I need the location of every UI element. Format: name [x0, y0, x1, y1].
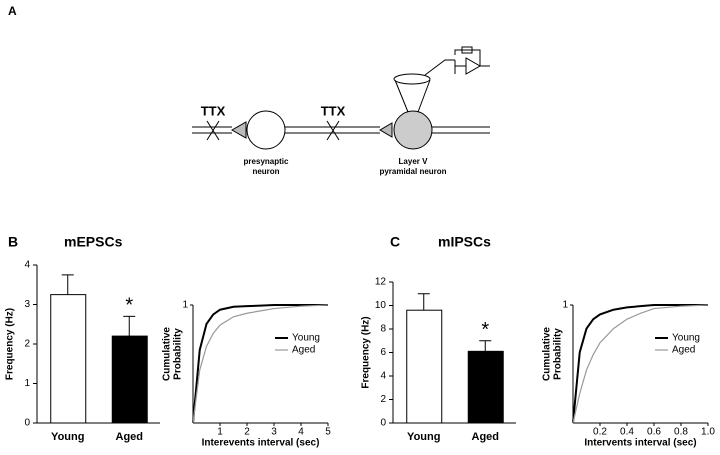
y-axis-label: Cumulative: [542, 327, 553, 381]
y-tick-label: 2: [380, 394, 386, 405]
legend-label: Young: [292, 333, 320, 344]
chart-title: mEPSCs: [64, 234, 123, 250]
legend-label: Aged: [672, 345, 695, 356]
y-tick-label: 6: [380, 347, 386, 358]
y-tick-label: 4: [24, 260, 30, 271]
y-axis-label: Cumulative: [162, 327, 173, 381]
x-tick-label: 1: [217, 427, 223, 438]
neuron-label: pyramidal neuron: [379, 167, 446, 176]
neuron-label: presynaptic: [244, 157, 289, 166]
chart-title: mIPSCs: [438, 234, 491, 250]
y-tick-label: 12: [375, 277, 387, 288]
y-tick-label: 4: [380, 371, 386, 382]
y-tick-label: 1: [182, 300, 188, 311]
curve: [572, 304, 709, 424]
legend-label: Young: [672, 333, 700, 344]
x-tick-label: Young: [51, 431, 84, 443]
x-tick-label: 1.0: [701, 427, 715, 438]
x-tick-label: 4: [298, 427, 304, 438]
x-axis-label: Intervents interval (sec): [584, 438, 696, 449]
bar: [50, 294, 87, 424]
curve: [192, 304, 329, 424]
x-tick-label: 0.4: [620, 427, 634, 438]
x-tick-label: Young: [407, 431, 440, 443]
x-tick-label: 0.6: [647, 427, 661, 438]
legend-label: Aged: [292, 345, 315, 356]
panel-label: B: [8, 234, 18, 250]
y-tick-label: 0: [24, 418, 30, 429]
panel-label: C: [390, 234, 400, 250]
y-tick-label: 1: [24, 378, 30, 389]
y-tick-label: 0: [380, 418, 386, 429]
x-tick-label: 5: [325, 427, 331, 438]
y-axis-label: Frequency (Hz): [5, 308, 16, 380]
x-tick-label: 0.8: [674, 427, 688, 438]
x-tick-label: 3: [271, 427, 277, 438]
y-tick-label: 10: [375, 300, 387, 311]
curve: [572, 304, 708, 424]
x-tick-label: 2: [244, 427, 250, 438]
y-axis-label: Probability: [553, 328, 564, 380]
y-tick-label: 1: [562, 300, 568, 311]
x-tick-label: 0.2: [593, 427, 607, 438]
bar: [467, 350, 504, 424]
curve: [192, 304, 328, 424]
y-axis-label: Frequency (Hz): [361, 316, 372, 388]
ttx-label: TTX: [201, 103, 226, 118]
annotation: *: [481, 319, 489, 341]
x-tick-label: Aged: [472, 431, 500, 443]
bar: [111, 335, 148, 424]
bar: [406, 309, 443, 424]
annotation: *: [125, 295, 133, 317]
y-tick-label: 2: [24, 339, 30, 350]
y-tick-label: 3: [24, 299, 30, 310]
neuron-label: Layer V: [399, 157, 429, 166]
circuit-diagram: [192, 46, 490, 150]
panel-label: A: [8, 4, 17, 18]
x-tick-label: Aged: [116, 431, 144, 443]
x-axis-label: Interevents interval (sec): [202, 438, 320, 449]
y-tick-label: 8: [380, 324, 386, 335]
neuron-label: neuron: [252, 167, 279, 176]
ttx-label: TTX: [321, 103, 346, 118]
y-axis-label: Probability: [173, 328, 184, 380]
